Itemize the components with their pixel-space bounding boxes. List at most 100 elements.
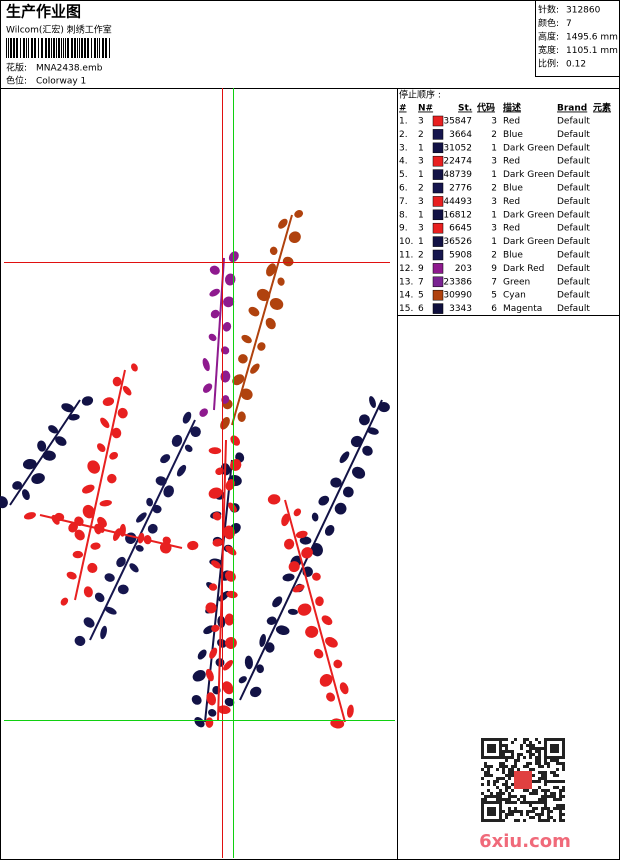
row-index: 12. [399, 264, 413, 274]
leaf [240, 388, 253, 400]
bar [51, 38, 52, 58]
qr-cell [493, 807, 496, 810]
qr-cell [481, 810, 484, 813]
leaf [223, 660, 234, 671]
row-needle: 3 [418, 197, 424, 207]
qr-cell [511, 753, 514, 756]
qr-cell [553, 819, 556, 822]
bar [97, 38, 98, 58]
leaf [21, 489, 30, 501]
qr-cell [523, 756, 526, 759]
qr-cell [496, 795, 499, 798]
qr-cell [526, 738, 529, 741]
qr-cell [511, 750, 514, 753]
qr-cell [499, 804, 502, 807]
color-swatch [432, 142, 444, 154]
qr-cell [490, 756, 493, 759]
qr-cell [514, 762, 517, 765]
color-swatch [432, 303, 444, 314]
qr-cell [484, 774, 487, 777]
color-swatch [432, 196, 444, 207]
qr-cell [553, 750, 556, 753]
qr-cell [499, 792, 502, 795]
qr-cell [490, 819, 493, 822]
qr-cell [487, 813, 490, 816]
qr-cell [562, 762, 565, 765]
qr-cell [550, 747, 553, 750]
qr-cell [496, 792, 499, 795]
bar [34, 38, 36, 58]
leaf [315, 596, 324, 607]
qr-cell [490, 744, 493, 747]
color-swatch [432, 115, 444, 127]
qr-cell [481, 801, 484, 804]
leaf [293, 508, 302, 517]
qr-cell [550, 756, 553, 759]
leaf [266, 263, 277, 277]
qr-cell [535, 747, 538, 750]
row-code: 1 [491, 237, 497, 247]
row-code: 3 [491, 117, 497, 127]
qr-cell [538, 780, 541, 783]
qr-cell [508, 768, 511, 771]
qr-cell [502, 819, 505, 822]
qr-cell [541, 789, 544, 792]
qr-cell [487, 807, 490, 810]
leaf [209, 647, 218, 659]
row-needle: 2 [418, 130, 424, 140]
qr-cell [544, 807, 547, 810]
qr-cell [481, 768, 484, 771]
row-code: 1 [491, 170, 497, 180]
qr-cell [532, 780, 535, 783]
qr-cell [502, 738, 505, 741]
qr-cell [553, 747, 556, 750]
qr-cell [487, 744, 490, 747]
qr-cell [556, 774, 559, 777]
qr-cell [550, 738, 553, 741]
qr-cell [541, 747, 544, 750]
qr-cell [553, 744, 556, 747]
qr-cell [499, 810, 502, 813]
qr-cell [517, 759, 520, 762]
qr-cell [505, 801, 508, 804]
leaf [228, 502, 237, 513]
bar [65, 38, 66, 58]
qr-cell [544, 780, 547, 783]
qr-cell [538, 801, 541, 804]
bar [74, 38, 76, 58]
qr-cell [544, 777, 547, 780]
row-name: Red [503, 157, 520, 167]
qr-cell [511, 768, 514, 771]
qr-cell [556, 786, 559, 789]
qr-cell [544, 798, 547, 801]
row-name: Blue [503, 184, 523, 194]
row-brand: Default [557, 210, 590, 220]
leaf [194, 717, 205, 728]
qr-cell [514, 810, 517, 813]
qr-cell [484, 771, 487, 774]
qr-cell [559, 756, 562, 759]
qr-cell [508, 813, 511, 816]
bar [99, 38, 100, 58]
qr-cell [529, 750, 532, 753]
qr-cell [481, 756, 484, 759]
qr-cell [553, 738, 556, 741]
row-stitches: 31052 [443, 143, 472, 153]
leaf [319, 673, 333, 687]
qr-cell [562, 789, 565, 792]
qr-cell [484, 738, 487, 741]
qr-cell [481, 738, 484, 741]
bar [28, 38, 29, 58]
qr-cell [514, 795, 517, 798]
qr-cell [544, 741, 547, 744]
qr-cell [559, 792, 562, 795]
qr-cell [508, 756, 511, 759]
qr-cell [502, 762, 505, 765]
qr-cell [544, 783, 547, 786]
qr-code [481, 738, 565, 822]
leaf [326, 692, 336, 702]
spec-label: 比例: [538, 58, 559, 70]
row-code: 2 [491, 130, 497, 140]
qr-cell [544, 744, 547, 747]
